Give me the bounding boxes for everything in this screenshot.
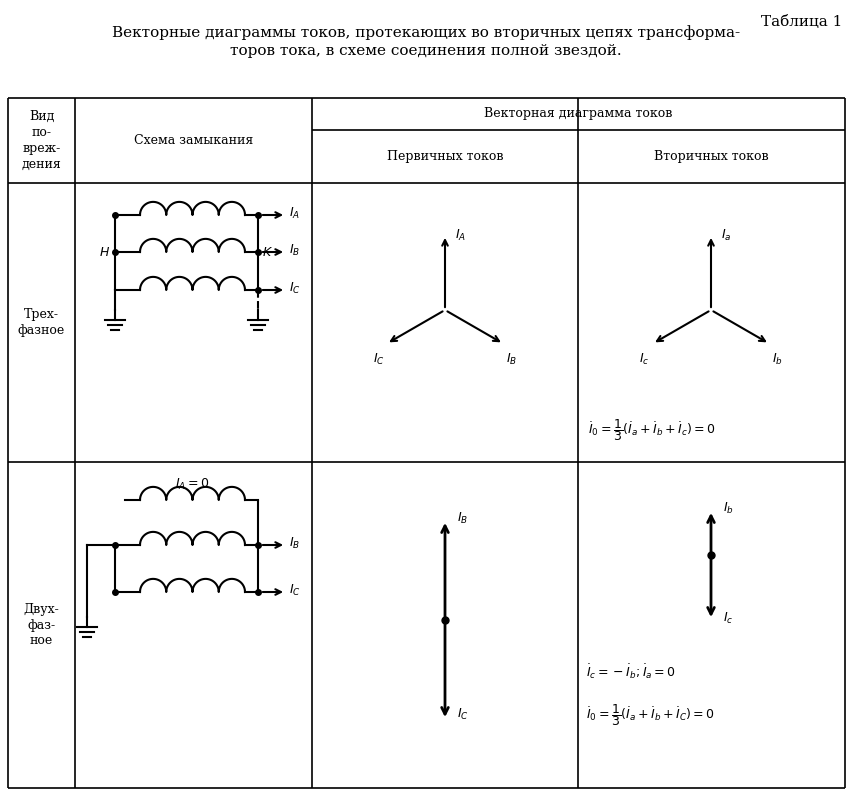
Text: $\dot{I}_0 = \dfrac{1}{3}(\dot{I}_a + \dot{I}_b + \dot{I}_c) = 0$: $\dot{I}_0 = \dfrac{1}{3}(\dot{I}_a + \d… [587, 417, 715, 443]
Text: $I_B$: $I_B$ [457, 510, 468, 525]
Text: Схема замыкания: Схема замыкания [134, 134, 253, 147]
Text: $I_A=0$: $I_A=0$ [175, 477, 210, 492]
Text: $I_A$: $I_A$ [454, 228, 465, 243]
Text: Векторная диаграмма токов: Векторная диаграмма токов [484, 107, 672, 120]
Text: Первичных токов: Первичных токов [386, 150, 503, 163]
Text: $I_B$: $I_B$ [289, 536, 300, 551]
Text: $I_c$: $I_c$ [722, 611, 733, 626]
Text: Вид
по-
вреж-
дения: Вид по- вреж- дения [21, 110, 61, 171]
Text: $I_c$: $I_c$ [639, 352, 649, 367]
Text: $\dot{I}_c = -\dot{I}_b; \dot{I}_a = 0$: $\dot{I}_c = -\dot{I}_b; \dot{I}_a = 0$ [585, 663, 676, 681]
Text: $K$: $K$ [262, 245, 273, 259]
Text: Вторичных токов: Вторичных токов [653, 150, 768, 163]
Text: $\dot{I}_0 = \dfrac{1}{3}(\dot{I}_a + \dot{I}_b + \dot{I}_C) = 0$: $\dot{I}_0 = \dfrac{1}{3}(\dot{I}_a + \d… [585, 702, 714, 728]
Text: $I_b$: $I_b$ [722, 501, 733, 516]
Text: Трех-
фазное: Трех- фазное [18, 308, 65, 337]
Text: $I_a$: $I_a$ [720, 228, 731, 243]
Text: $I_C$: $I_C$ [457, 707, 469, 722]
Text: $I_B$: $I_B$ [505, 352, 516, 367]
Text: Двух-
фаз-
ное: Двух- фаз- ное [24, 603, 60, 647]
Text: $I_C$: $I_C$ [289, 583, 301, 598]
Text: $I_C$: $I_C$ [372, 352, 384, 367]
Text: $I_b$: $I_b$ [771, 352, 782, 367]
Text: $I_C$: $I_C$ [289, 280, 301, 295]
Text: Векторные диаграммы токов, протекающих во вторичных цепях трансформа-
торов тока: Векторные диаграммы токов, протекающих в… [112, 25, 740, 58]
Text: $I_B$: $I_B$ [289, 243, 300, 258]
Text: Таблица 1: Таблица 1 [760, 15, 841, 29]
Text: $H$: $H$ [99, 245, 110, 259]
Text: $I_A$: $I_A$ [289, 205, 300, 220]
